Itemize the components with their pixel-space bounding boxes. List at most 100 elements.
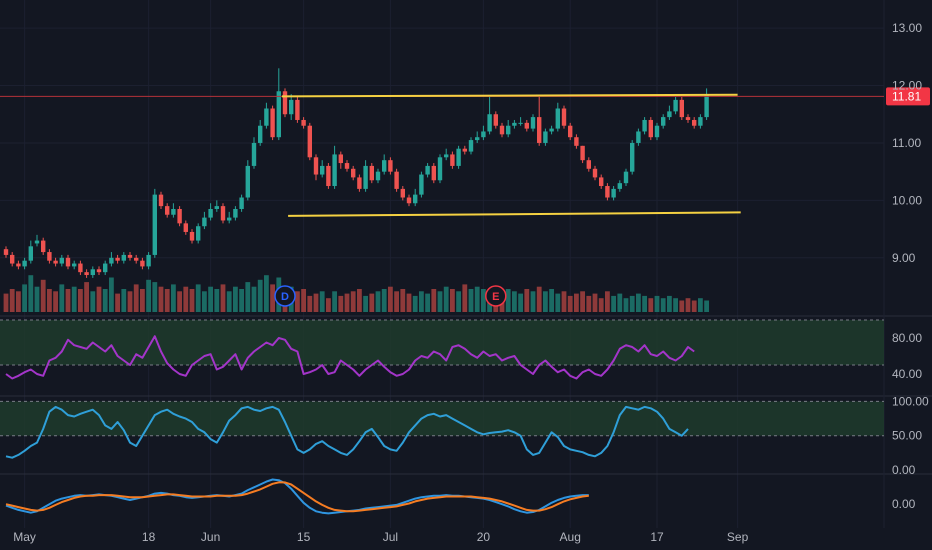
volume-bar [152, 282, 158, 312]
volume-bar [623, 298, 629, 312]
price-candles[interactable] [3, 68, 709, 278]
candle-body [493, 114, 498, 126]
volume-bar [177, 291, 182, 312]
rsi-panel[interactable] [0, 319, 884, 380]
volume-bar [34, 286, 40, 312]
price-tick-label: 12.00 [892, 79, 922, 93]
candle-body [103, 263, 108, 273]
stoch-line [5, 405, 689, 459]
candle-body [282, 91, 288, 115]
candle-body [158, 194, 164, 207]
volume-bar [109, 277, 114, 312]
candle-body [264, 108, 269, 126]
candle-body [437, 157, 443, 181]
current-price-badge [886, 87, 930, 106]
candle-body [549, 128, 554, 132]
volume-bar [264, 275, 269, 312]
candle-body [586, 160, 591, 169]
candle-body [28, 246, 33, 261]
signal-line [5, 481, 589, 513]
volume-bar [505, 289, 511, 312]
volume-bar [257, 279, 263, 312]
candle-body [326, 165, 331, 187]
candle-body [431, 165, 436, 181]
volume-bar [140, 289, 145, 312]
x-tick-label: 18 [142, 530, 156, 544]
volume-bar [586, 295, 592, 312]
candle-body [152, 194, 157, 255]
volume-bar [307, 295, 313, 312]
volume-bar [53, 291, 58, 312]
volume-bar [90, 291, 96, 312]
volume-bar [84, 282, 89, 312]
candle-body [233, 208, 238, 218]
candle-body [400, 188, 405, 198]
candle-body [59, 257, 64, 264]
candle-body [41, 240, 46, 253]
volume-bar [474, 286, 480, 312]
volume-bar [369, 293, 375, 312]
grid-lines [0, 0, 932, 528]
volume-bar [47, 289, 52, 312]
overbought-band [0, 320, 884, 365]
candle-body [127, 254, 133, 258]
volume-bar [524, 289, 530, 312]
volume-bar [698, 298, 703, 312]
volume-bar [121, 289, 127, 312]
price-tick-label: 13.00 [892, 21, 922, 35]
candle-body [456, 148, 461, 166]
candle-body [654, 125, 660, 138]
volume-bar [102, 289, 108, 312]
volume-bar [22, 284, 27, 312]
volume-bar [313, 293, 319, 312]
volume-bar [543, 291, 548, 312]
candle-body [574, 137, 579, 146]
channel-lower-line [288, 211, 741, 217]
volume-bar [617, 293, 623, 312]
candle-body [568, 125, 573, 138]
candle-body [320, 165, 325, 175]
candle-body [202, 217, 207, 227]
candle-body [295, 99, 300, 120]
stochastic-panel[interactable] [0, 400, 884, 459]
volume-bar [654, 295, 660, 312]
candle-body [134, 257, 139, 261]
volume-bar [3, 293, 9, 312]
price-tick-label: 10.00 [892, 193, 922, 207]
macd-panel[interactable] [5, 478, 589, 515]
volume-bar [611, 295, 616, 312]
volume-bar [679, 300, 685, 312]
volume-bar [78, 289, 83, 312]
rsi-line [5, 335, 695, 380]
volume-bar [301, 289, 306, 312]
candle-body [96, 269, 102, 273]
volume-bar [598, 298, 604, 312]
volume-bar [319, 291, 325, 312]
volume-bar [388, 286, 393, 312]
volume-bar [481, 289, 486, 312]
candle-body [667, 111, 672, 118]
x-tick-label: 20 [477, 530, 491, 544]
volume-bar [394, 291, 399, 312]
candle-body [406, 197, 412, 204]
candle-body [171, 208, 176, 215]
candle-body [623, 171, 629, 184]
candle-body [189, 231, 195, 241]
candle-body [10, 254, 15, 264]
price-tick-label: 9.00 [892, 251, 916, 265]
volume-bar [220, 284, 226, 312]
volume-bar [456, 291, 461, 312]
volume-bar [605, 291, 610, 312]
volume-bar [462, 284, 468, 312]
volume-bar [561, 291, 567, 312]
candle-body [642, 119, 647, 132]
volume-bar [208, 286, 213, 312]
candle-body [704, 94, 709, 118]
candle-body [177, 208, 182, 224]
volume-bar [419, 291, 424, 312]
macd-tick-label: 0.00 [892, 497, 916, 511]
channel-upper-line [281, 93, 738, 98]
candle-body [196, 226, 201, 241]
price-overlays: 11.81 D E [0, 87, 930, 307]
